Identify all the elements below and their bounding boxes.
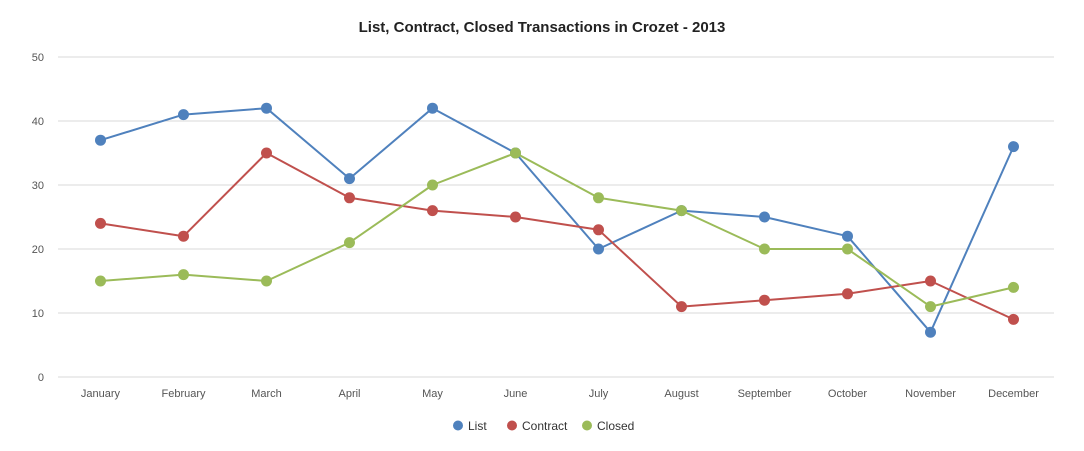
- data-point[interactable]: [676, 205, 687, 217]
- data-point[interactable]: [925, 301, 936, 313]
- data-point[interactable]: [1008, 313, 1019, 325]
- series-line: [100, 152, 1014, 321]
- series-list: [95, 102, 1019, 338]
- legend-item-contract[interactable]: Contract: [507, 419, 568, 433]
- data-point[interactable]: [759, 211, 770, 223]
- data-point[interactable]: [427, 102, 438, 114]
- y-tick-label: 10: [32, 308, 44, 320]
- data-point[interactable]: [427, 179, 438, 191]
- data-point[interactable]: [344, 192, 355, 204]
- data-point[interactable]: [593, 243, 604, 255]
- data-point[interactable]: [676, 301, 687, 313]
- chart-title: List, Contract, Closed Transactions in C…: [359, 19, 726, 36]
- series-closed: [95, 147, 1019, 313]
- data-point[interactable]: [1008, 141, 1019, 153]
- x-tick-label: April: [338, 388, 360, 400]
- data-point[interactable]: [344, 173, 355, 185]
- legend-item-closed[interactable]: Closed: [582, 419, 634, 433]
- x-tick-label: January: [81, 388, 121, 400]
- gridlines: [58, 56, 1054, 378]
- y-tick-label: 50: [32, 52, 44, 64]
- data-point[interactable]: [95, 217, 106, 229]
- data-point[interactable]: [178, 109, 189, 121]
- data-point[interactable]: [842, 288, 853, 300]
- y-axis-ticks: 0 10 20 30 40 50: [32, 52, 44, 384]
- data-point[interactable]: [427, 205, 438, 217]
- legend-marker: [582, 420, 592, 431]
- data-point[interactable]: [178, 230, 189, 242]
- legend: List Contract Closed: [453, 419, 634, 433]
- data-point[interactable]: [344, 237, 355, 249]
- x-tick-label: December: [988, 388, 1039, 400]
- data-point[interactable]: [178, 269, 189, 281]
- x-tick-label: September: [738, 388, 792, 400]
- x-axis-ticks: January February March April May June July Augu…: [81, 388, 1039, 400]
- x-tick-label: August: [664, 388, 698, 400]
- x-tick-label: March: [251, 388, 282, 400]
- data-point[interactable]: [759, 294, 770, 306]
- data-point[interactable]: [261, 147, 272, 159]
- legend-label: Contract: [522, 419, 568, 433]
- data-point[interactable]: [759, 243, 770, 255]
- x-tick-label: July: [589, 388, 609, 400]
- legend-label: List: [468, 419, 487, 433]
- legend-marker: [453, 420, 463, 431]
- data-point[interactable]: [95, 134, 106, 146]
- data-point[interactable]: [261, 275, 272, 287]
- data-point[interactable]: [842, 230, 853, 242]
- data-point[interactable]: [593, 192, 604, 204]
- data-point[interactable]: [842, 243, 853, 255]
- series-contract: [95, 147, 1019, 325]
- x-tick-label: February: [161, 388, 206, 400]
- x-tick-label: November: [905, 388, 956, 400]
- x-tick-label: June: [504, 388, 528, 400]
- legend-item-list[interactable]: List: [453, 419, 487, 433]
- series-group: [95, 102, 1019, 338]
- series-line: [100, 107, 1015, 334]
- y-tick-label: 0: [38, 372, 44, 384]
- x-tick-label: October: [828, 388, 867, 400]
- data-point[interactable]: [510, 211, 521, 223]
- legend-marker: [507, 420, 517, 431]
- data-point[interactable]: [1008, 281, 1019, 293]
- data-point[interactable]: [261, 102, 272, 114]
- data-point[interactable]: [95, 275, 106, 287]
- y-tick-label: 40: [32, 116, 44, 128]
- data-point[interactable]: [510, 147, 521, 159]
- y-tick-label: 20: [32, 244, 44, 256]
- legend-label: Closed: [597, 419, 634, 433]
- series-line: [100, 152, 1014, 308]
- y-tick-label: 30: [32, 180, 44, 192]
- data-point[interactable]: [925, 275, 936, 287]
- data-point[interactable]: [925, 326, 936, 338]
- x-tick-label: May: [422, 388, 443, 400]
- data-point[interactable]: [593, 224, 604, 236]
